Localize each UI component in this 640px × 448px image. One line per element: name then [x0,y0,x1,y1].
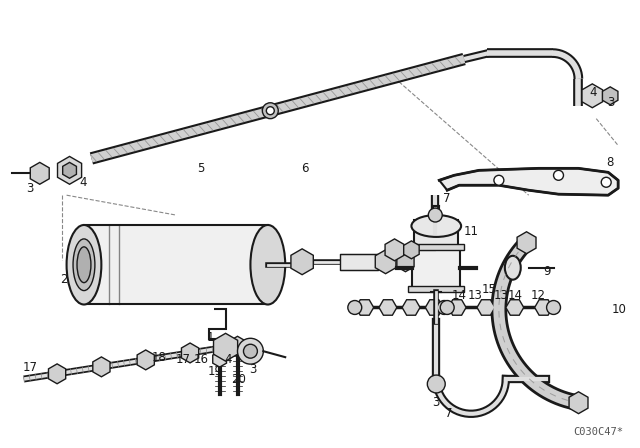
Text: 13: 13 [493,289,508,302]
Ellipse shape [505,256,521,280]
Text: 7: 7 [445,407,453,420]
Text: 3: 3 [249,362,256,375]
Circle shape [494,175,504,185]
Circle shape [243,344,257,358]
Text: 19: 19 [208,365,223,378]
Text: 3: 3 [433,396,440,409]
Circle shape [601,177,611,187]
Text: 14: 14 [508,289,522,302]
Text: 17: 17 [22,361,37,374]
Circle shape [440,301,454,314]
Circle shape [437,301,451,314]
Text: 1: 1 [207,331,214,344]
Ellipse shape [77,247,91,283]
Text: 3: 3 [607,96,615,109]
Circle shape [348,301,362,314]
Text: 14: 14 [452,289,467,302]
Text: 13: 13 [468,289,483,302]
Text: 4: 4 [80,176,87,189]
Circle shape [428,208,442,222]
Text: 10: 10 [612,303,627,316]
Text: 20: 20 [231,373,246,386]
Text: 4: 4 [589,86,597,99]
FancyBboxPatch shape [415,220,458,248]
Text: 3: 3 [26,182,33,195]
Text: 2: 2 [60,273,67,286]
Circle shape [554,170,563,180]
Circle shape [237,338,263,364]
Text: 8: 8 [607,156,614,169]
Bar [340,254,378,270]
Circle shape [547,301,561,314]
Text: 17: 17 [175,353,190,366]
Ellipse shape [67,225,101,305]
Text: 6: 6 [301,162,309,175]
Text: C030C47*: C030C47* [573,426,623,437]
Text: 7: 7 [444,192,451,205]
FancyBboxPatch shape [408,286,464,292]
Polygon shape [439,168,618,195]
Text: 11: 11 [463,225,479,238]
Text: 9: 9 [543,265,550,278]
FancyBboxPatch shape [84,225,268,305]
Ellipse shape [73,239,95,291]
Text: 12: 12 [531,289,546,302]
Circle shape [428,375,445,393]
Ellipse shape [412,215,461,237]
Circle shape [266,107,275,115]
Text: 18: 18 [152,351,166,364]
Text: 4: 4 [225,353,232,366]
FancyBboxPatch shape [412,246,460,289]
FancyBboxPatch shape [408,244,464,250]
Circle shape [262,103,278,119]
Text: 16: 16 [193,353,208,366]
Text: 15: 15 [481,283,497,296]
Ellipse shape [250,225,285,305]
Text: 5: 5 [197,162,204,175]
